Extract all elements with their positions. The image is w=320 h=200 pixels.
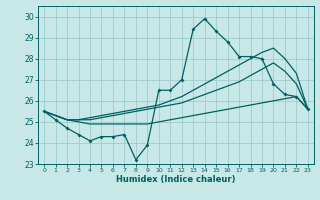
X-axis label: Humidex (Indice chaleur): Humidex (Indice chaleur) — [116, 175, 236, 184]
